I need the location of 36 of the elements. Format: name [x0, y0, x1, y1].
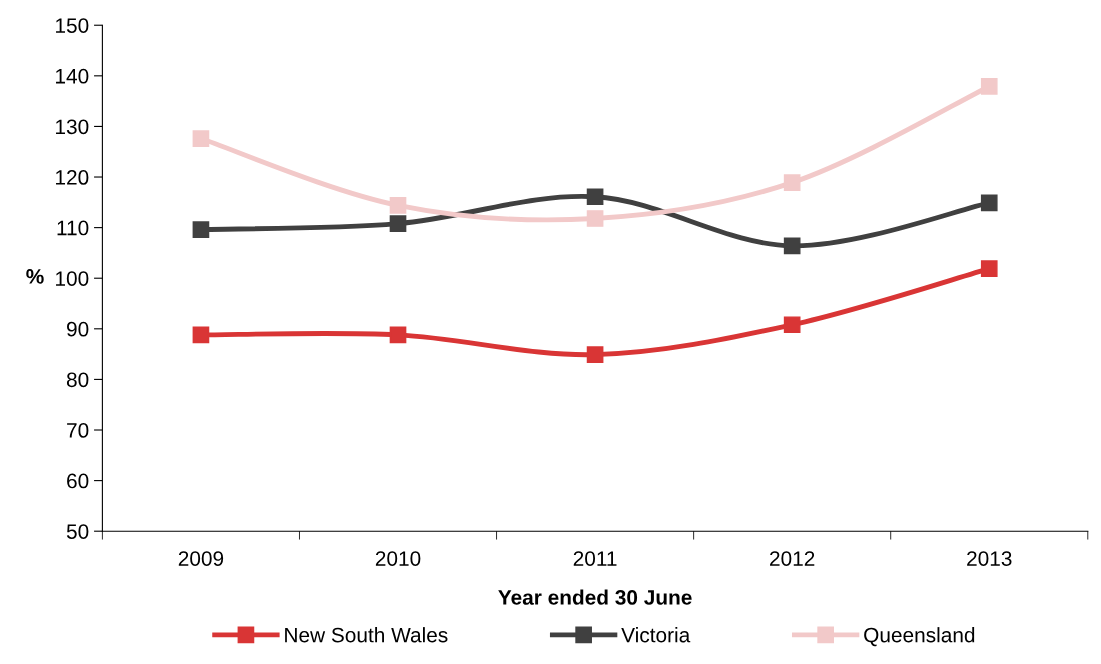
- y-tick-label: 70: [67, 423, 89, 438]
- x-tick-label: 2010: [375, 551, 421, 566]
- y-tick-label: 150: [56, 18, 89, 33]
- x-axis-title: Year ended 30 June: [498, 589, 692, 605]
- point: [980, 260, 998, 277]
- x-tick-label: 2013: [967, 551, 1012, 566]
- legend-label: New South Wales: [285, 627, 448, 643]
- point: [980, 78, 998, 95]
- point: [980, 194, 998, 212]
- y-tick-label: 130: [56, 119, 89, 135]
- y-tick-label: 100: [56, 271, 89, 286]
- point: [192, 326, 210, 344]
- point: [192, 130, 210, 147]
- y-tick-label: 90: [67, 321, 89, 337]
- point: [389, 197, 407, 214]
- point: [586, 210, 604, 227]
- point: [389, 326, 407, 344]
- point: [192, 221, 210, 238]
- y-axis-title: %: [26, 269, 44, 284]
- point: [783, 174, 801, 191]
- y-tick-label: 120: [56, 170, 89, 185]
- point: [783, 316, 801, 334]
- point: [389, 215, 407, 232]
- x-tick-label: 2009: [178, 551, 224, 566]
- y-tick-label: 140: [56, 68, 89, 84]
- legend-label: Victoria: [621, 627, 691, 643]
- point: [783, 237, 801, 255]
- x-tick-label: 2012: [770, 551, 815, 566]
- y-tick-label: 60: [67, 473, 89, 489]
- point: [586, 188, 604, 206]
- y-tick-label: 50: [66, 524, 89, 539]
- legend-label: Queensland: [864, 627, 975, 647]
- y-tick-label: 110: [57, 220, 89, 236]
- x-tick-label: 2011: [573, 551, 617, 566]
- y-tick-label: 80: [66, 372, 89, 388]
- point: [586, 346, 604, 363]
